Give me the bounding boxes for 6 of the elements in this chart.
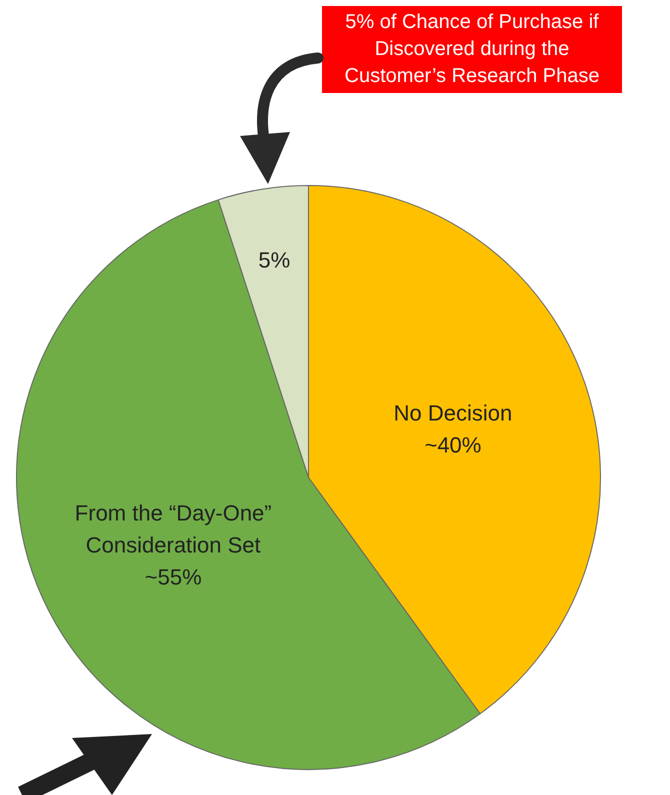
data-label: 5%: [258, 247, 290, 272]
data-label: ~40%: [424, 432, 482, 458]
slice-label: From the “Day-One” Consideration Set: [74, 500, 272, 558]
data-label: ~55%: [144, 564, 202, 590]
text: 5% of Chance of Purchase if Discovered during the Customer’s Research Phase: [322, 6, 622, 93]
slice-label: No Decision: [394, 400, 512, 426]
